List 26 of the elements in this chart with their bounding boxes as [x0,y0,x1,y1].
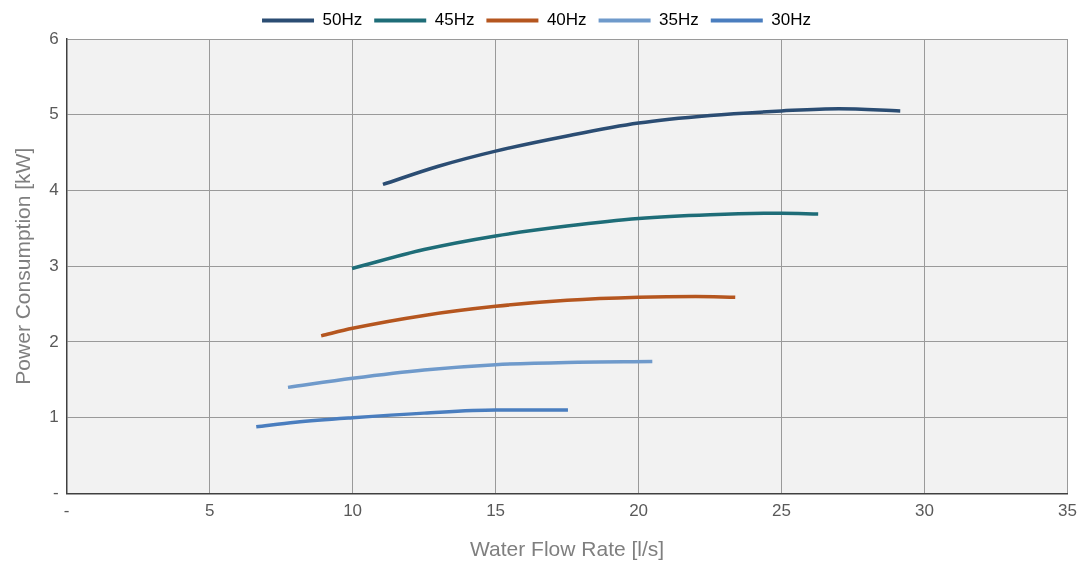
legend-label: 35Hz [659,10,699,30]
line-series [319,294,737,338]
x-tick-label: 15 [486,501,506,521]
legend-label: 30Hz [771,10,811,30]
line-series [286,359,655,390]
legend-label: 45Hz [434,10,475,30]
y-tick-label: 5 [49,104,59,124]
y-tick-label: 2 [49,331,59,351]
x-tick-label: 20 [629,501,649,521]
line-series [254,408,570,429]
line-series [381,106,902,187]
x-tick-label: 10 [343,501,363,521]
x-tick-label: 5 [204,501,215,521]
line-series [350,211,820,271]
legend-label: 40Hz [546,10,587,30]
y-tick-label: 1 [49,407,59,427]
y-tick-label: 4 [49,180,59,200]
legend-label: 50Hz [322,10,363,30]
y-axis-title: Power Consumption [kW] [11,147,35,385]
y-tick-label: - [52,483,59,503]
y-tick-label: 6 [49,28,59,48]
x-tick-label: 25 [772,501,792,521]
x-axis-title: Water Flow Rate [l/s] [470,537,665,561]
x-tick-label: 30 [915,501,935,521]
y-tick-label: 3 [49,255,59,275]
x-tick-label: 35 [1058,501,1078,521]
